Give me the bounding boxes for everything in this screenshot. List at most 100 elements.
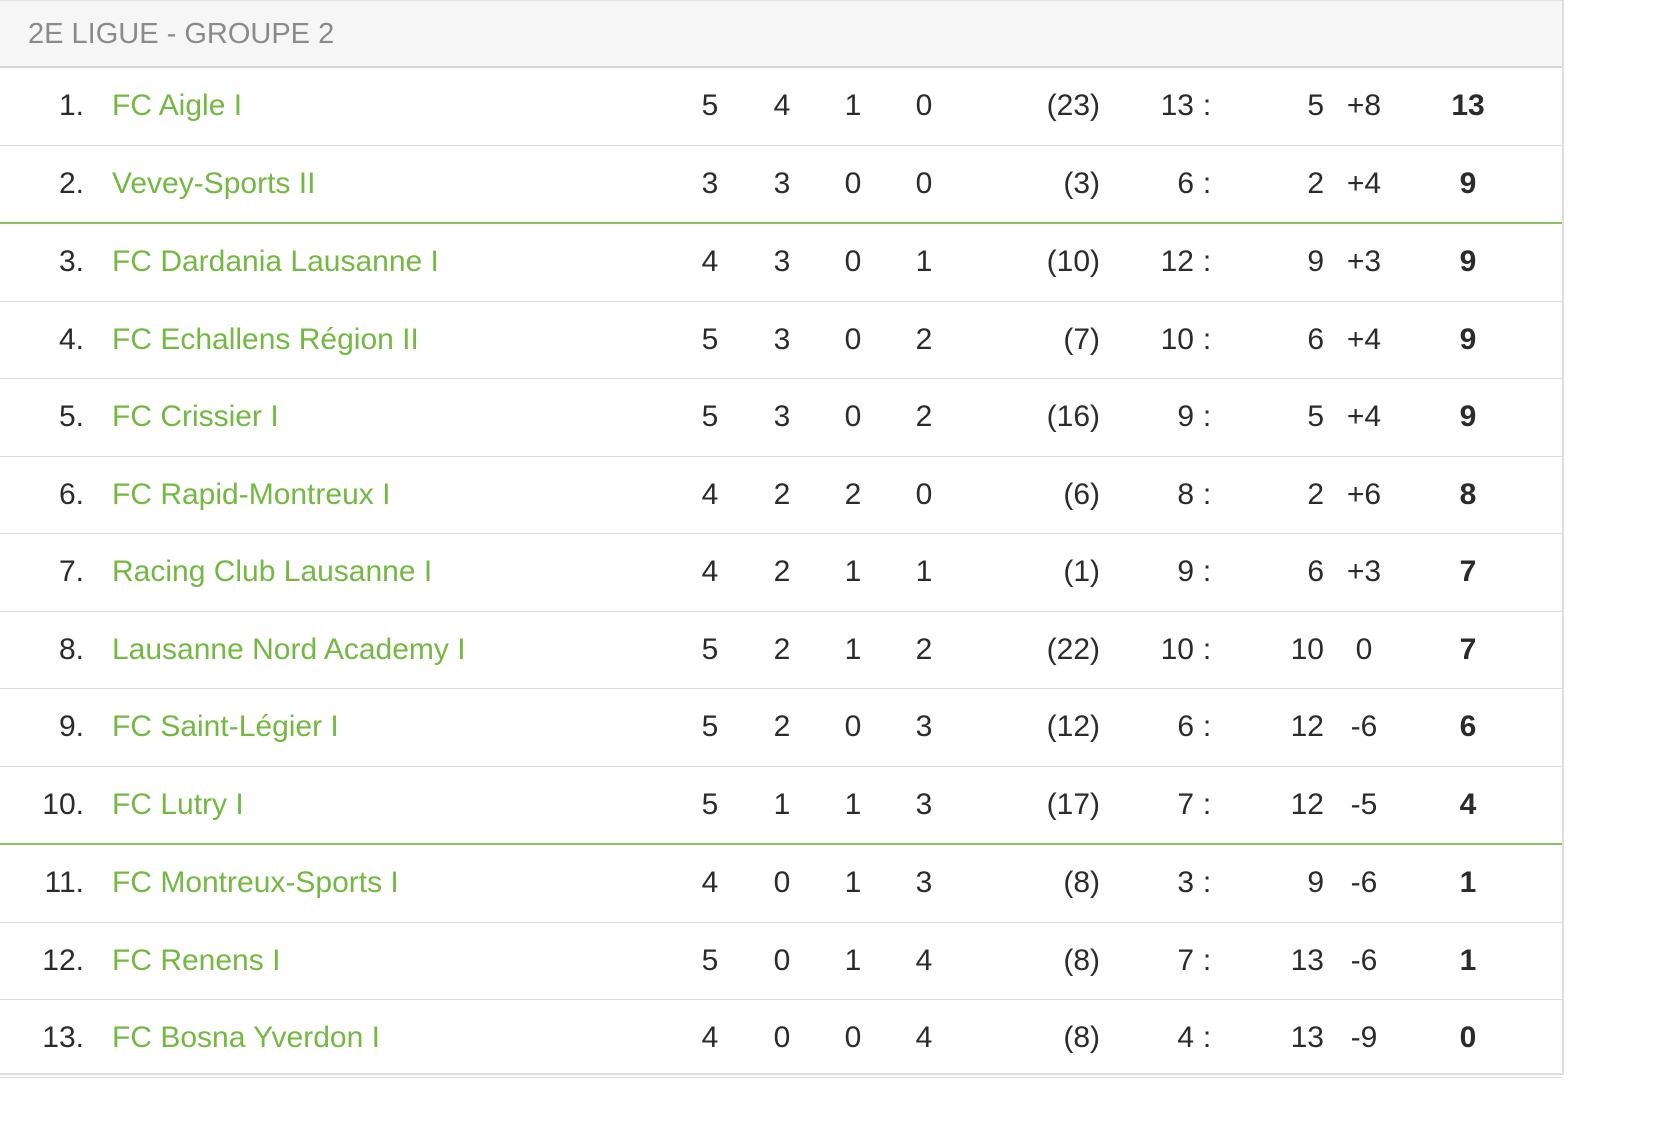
goals-for-cell: 9	[1100, 533, 1194, 612]
row-padding	[1532, 611, 1562, 689]
team-cell: FC Rapid-Montreux I	[112, 456, 674, 534]
rank-cell: 7.	[0, 533, 112, 612]
drawn-cell: 0	[818, 688, 888, 767]
goals-separator: :	[1194, 223, 1220, 302]
points-cell: 9	[1404, 145, 1532, 224]
lost-cell: 0	[888, 456, 960, 534]
drawn-cell: 0	[818, 301, 888, 379]
team-link[interactable]: FC Crissier I	[112, 400, 279, 434]
goals-separator: :	[1194, 611, 1220, 689]
goals-separator: :	[1194, 999, 1220, 1078]
goals-separator: :	[1194, 922, 1220, 1000]
row-padding	[1532, 533, 1562, 612]
drawn-cell: 1	[818, 611, 888, 689]
goals-against-cell: 13	[1220, 999, 1324, 1078]
goals-for-cell: 13	[1100, 68, 1194, 146]
team-link[interactable]: FC Aigle I	[112, 89, 243, 123]
row-padding	[1532, 922, 1562, 1000]
rank-cell: 5.	[0, 378, 112, 457]
row-padding	[1532, 378, 1562, 457]
goals-for-cell: 6	[1100, 688, 1194, 767]
standings-table: 1. FC Aigle I 5 4 1 0 (23) 13:5 +8 13 2. Vevey-Spor…	[0, 68, 1562, 1078]
team-link[interactable]: FC Echallens Région II	[112, 322, 419, 356]
played-cell: 4	[674, 456, 746, 534]
goals-for-cell: 10	[1100, 611, 1194, 689]
team-link[interactable]: FC Saint-Légier I	[112, 710, 339, 744]
goals-against-cell: 5	[1220, 68, 1324, 146]
points-cell: 1	[1404, 844, 1532, 923]
fair-play-cell: (16)	[960, 378, 1100, 457]
rank-cell: 1.	[0, 68, 112, 146]
team-cell: Lausanne Nord Academy I	[112, 611, 674, 689]
points-cell: 13	[1404, 68, 1532, 146]
goals-against-cell: 5	[1220, 378, 1324, 457]
goal-diff-cell: +4	[1324, 378, 1404, 457]
goals-against-cell: 6	[1220, 533, 1324, 612]
team-link[interactable]: Racing Club Lausanne I	[112, 555, 433, 589]
goal-diff-cell: +3	[1324, 223, 1404, 302]
goals-separator: :	[1194, 456, 1220, 534]
row-padding	[1532, 999, 1562, 1078]
lost-cell: 2	[888, 301, 960, 379]
team-cell: FC Dardania Lausanne I	[112, 223, 674, 302]
table-row: 1. FC Aigle I 5 4 1 0 (23) 13:5 +8 13	[0, 68, 1562, 146]
points-cell: 6	[1404, 688, 1532, 767]
team-link[interactable]: FC Bosna Yverdon I	[112, 1021, 380, 1055]
lost-cell: 0	[888, 145, 960, 224]
table-row: 12. FC Renens I 5 0 1 4 (8) 7:13 -6 1	[0, 922, 1562, 1000]
goal-diff-cell: -9	[1324, 999, 1404, 1078]
drawn-cell: 1	[818, 766, 888, 845]
goals-against-cell: 12	[1220, 688, 1324, 767]
rank-cell: 11.	[0, 844, 112, 923]
team-link[interactable]: FC Dardania Lausanne I	[112, 245, 439, 279]
won-cell: 2	[746, 456, 818, 534]
points-cell: 9	[1404, 223, 1532, 302]
drawn-cell: 1	[818, 533, 888, 612]
points-cell: 0	[1404, 999, 1532, 1078]
fair-play-cell: (6)	[960, 456, 1100, 534]
table-row: 5. FC Crissier I 5 3 0 2 (16) 9:5 +4 9	[0, 378, 1562, 457]
team-link[interactable]: FC Lutry I	[112, 787, 244, 821]
row-padding	[1532, 301, 1562, 379]
played-cell: 4	[674, 999, 746, 1078]
won-cell: 2	[746, 688, 818, 767]
team-link[interactable]: FC Rapid-Montreux I	[112, 477, 391, 511]
points-cell: 7	[1404, 611, 1532, 689]
table-row: 10. FC Lutry I 5 1 1 3 (17) 7:12 -5 4	[0, 766, 1562, 845]
team-cell: FC Echallens Région II	[112, 301, 674, 379]
team-link[interactable]: FC Renens I	[112, 943, 281, 977]
lost-cell: 3	[888, 688, 960, 767]
rank-cell: 2.	[0, 145, 112, 224]
rank-cell: 6.	[0, 456, 112, 534]
team-link[interactable]: FC Montreux-Sports I	[112, 866, 399, 900]
drawn-cell: 2	[818, 456, 888, 534]
team-link[interactable]: Lausanne Nord Academy I	[112, 632, 466, 666]
goals-separator: :	[1194, 533, 1220, 612]
goals-against-cell: 6	[1220, 301, 1324, 379]
won-cell: 2	[746, 533, 818, 612]
goal-diff-cell: -6	[1324, 922, 1404, 1000]
fair-play-cell: (1)	[960, 533, 1100, 612]
goals-separator: :	[1194, 145, 1220, 224]
drawn-cell: 1	[818, 68, 888, 146]
fair-play-cell: (23)	[960, 68, 1100, 146]
team-cell: FC Lutry I	[112, 766, 674, 845]
table-row: 13. FC Bosna Yverdon I 4 0 0 4 (8) 4:13 -9 0	[0, 999, 1562, 1078]
won-cell: 3	[746, 378, 818, 457]
points-cell: 8	[1404, 456, 1532, 534]
played-cell: 5	[674, 922, 746, 1000]
table-row: 3. FC Dardania Lausanne I 4 3 0 1 (10) 12:9 +3 9	[0, 223, 1562, 302]
row-padding	[1532, 145, 1562, 224]
rank-cell: 9.	[0, 688, 112, 767]
played-cell: 5	[674, 688, 746, 767]
goal-diff-cell: 0	[1324, 611, 1404, 689]
table-row: 2. Vevey-Sports II 3 3 0 0 (3) 6:2 +4 9	[0, 145, 1562, 224]
drawn-cell: 0	[818, 145, 888, 224]
played-cell: 4	[674, 533, 746, 612]
rank-cell: 3.	[0, 223, 112, 302]
team-link[interactable]: Vevey-Sports II	[112, 166, 316, 200]
standings-panel: 2E LIGUE - GROUPE 2 1. FC Aigle I 5 4 1 0 (23)…	[0, 0, 1564, 1078]
lost-cell: 0	[888, 68, 960, 146]
won-cell: 1	[746, 766, 818, 845]
played-cell: 5	[674, 378, 746, 457]
